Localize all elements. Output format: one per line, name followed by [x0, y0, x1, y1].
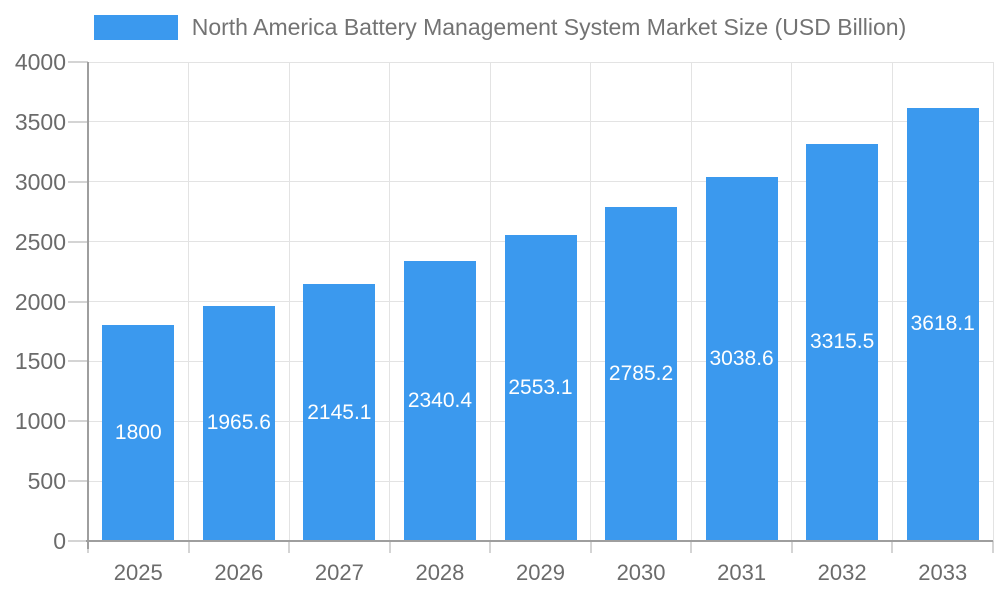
y-tick	[68, 360, 88, 363]
y-tick-label: 4000	[14, 49, 66, 75]
bar: 3038.6	[705, 177, 778, 541]
bar-value-label: 2340.4	[407, 388, 473, 412]
x-tick-label: 2032	[817, 560, 867, 585]
gridline-v	[791, 62, 793, 541]
x-tick	[891, 541, 894, 553]
y-tick-label: 500	[27, 468, 66, 495]
y-tick	[68, 540, 88, 542]
x-axis-line	[86, 540, 993, 542]
y-tick	[68, 180, 88, 183]
bar-value-label: 1965.6	[206, 411, 271, 435]
x-tick-label: 2027	[314, 560, 364, 585]
y-tick-label: 1500	[14, 348, 66, 375]
bar-value-label: 1800	[114, 421, 162, 445]
gridline-v	[288, 62, 290, 541]
x-tick	[288, 541, 291, 553]
bar: 3618.1	[906, 107, 979, 541]
bar: 2785.2	[605, 207, 678, 541]
y-tick-label: 3000	[14, 168, 66, 195]
gridline-v	[690, 62, 692, 541]
x-tick-label: 2029	[516, 560, 565, 585]
x-tick-label: 2031	[717, 560, 767, 585]
gridline-v	[590, 62, 592, 541]
legend: North America Battery Management System …	[0, 14, 1000, 41]
bar-value-label: 2785.2	[608, 362, 674, 386]
bar-value-label: 3618.1	[910, 312, 975, 336]
bar: 2340.4	[403, 260, 476, 541]
y-tick	[68, 300, 88, 303]
x-tick-label: 2030	[616, 560, 666, 585]
x-tick-label: 2028	[415, 560, 465, 585]
x-tick-label: 2025	[113, 560, 163, 585]
y-tick-label: 1000	[14, 408, 66, 435]
gridline-v	[992, 62, 994, 541]
bar: 3315.5	[806, 143, 879, 541]
bar: 2145.1	[303, 284, 376, 541]
x-tick	[388, 541, 391, 553]
gridline-h	[88, 181, 993, 183]
gridline-v	[489, 62, 491, 541]
legend-swatch	[93, 15, 178, 40]
y-tick	[68, 480, 88, 483]
y-tick-label: 2500	[14, 228, 66, 255]
bar-value-label: 2145.1	[307, 400, 372, 424]
bar-value-label: 3038.6	[709, 347, 774, 371]
bar: 1800	[102, 325, 175, 541]
x-tick	[690, 541, 693, 553]
y-axis-line	[87, 62, 89, 549]
gridline-h	[88, 121, 993, 123]
x-tick	[992, 541, 994, 553]
x-tick-label: 2026	[214, 560, 264, 585]
gridline-v	[891, 62, 893, 541]
gridline-v	[389, 62, 391, 541]
chart-title: North America Battery Management System …	[191, 14, 907, 40]
bar: 2553.1	[504, 235, 577, 541]
bar-value-label: 2553.1	[508, 376, 573, 400]
x-tick	[187, 541, 190, 553]
bar: 1965.6	[202, 305, 275, 541]
legend-item[interactable]: North America Battery Management System …	[93, 14, 907, 41]
bar-value-label: 3315.5	[810, 330, 875, 354]
x-tick	[489, 541, 492, 553]
y-tick	[68, 420, 88, 423]
x-tick	[790, 541, 793, 553]
gridline-v	[188, 62, 190, 541]
y-tick	[68, 240, 88, 243]
y-tick-label: 2000	[14, 288, 66, 315]
y-tick	[68, 120, 88, 123]
gridline-h	[88, 61, 993, 63]
x-tick-label: 2033	[918, 560, 968, 585]
y-tick	[68, 61, 88, 63]
y-tick-label: 3500	[14, 108, 66, 135]
y-tick-label: 0	[53, 528, 66, 554]
x-tick	[589, 541, 592, 553]
